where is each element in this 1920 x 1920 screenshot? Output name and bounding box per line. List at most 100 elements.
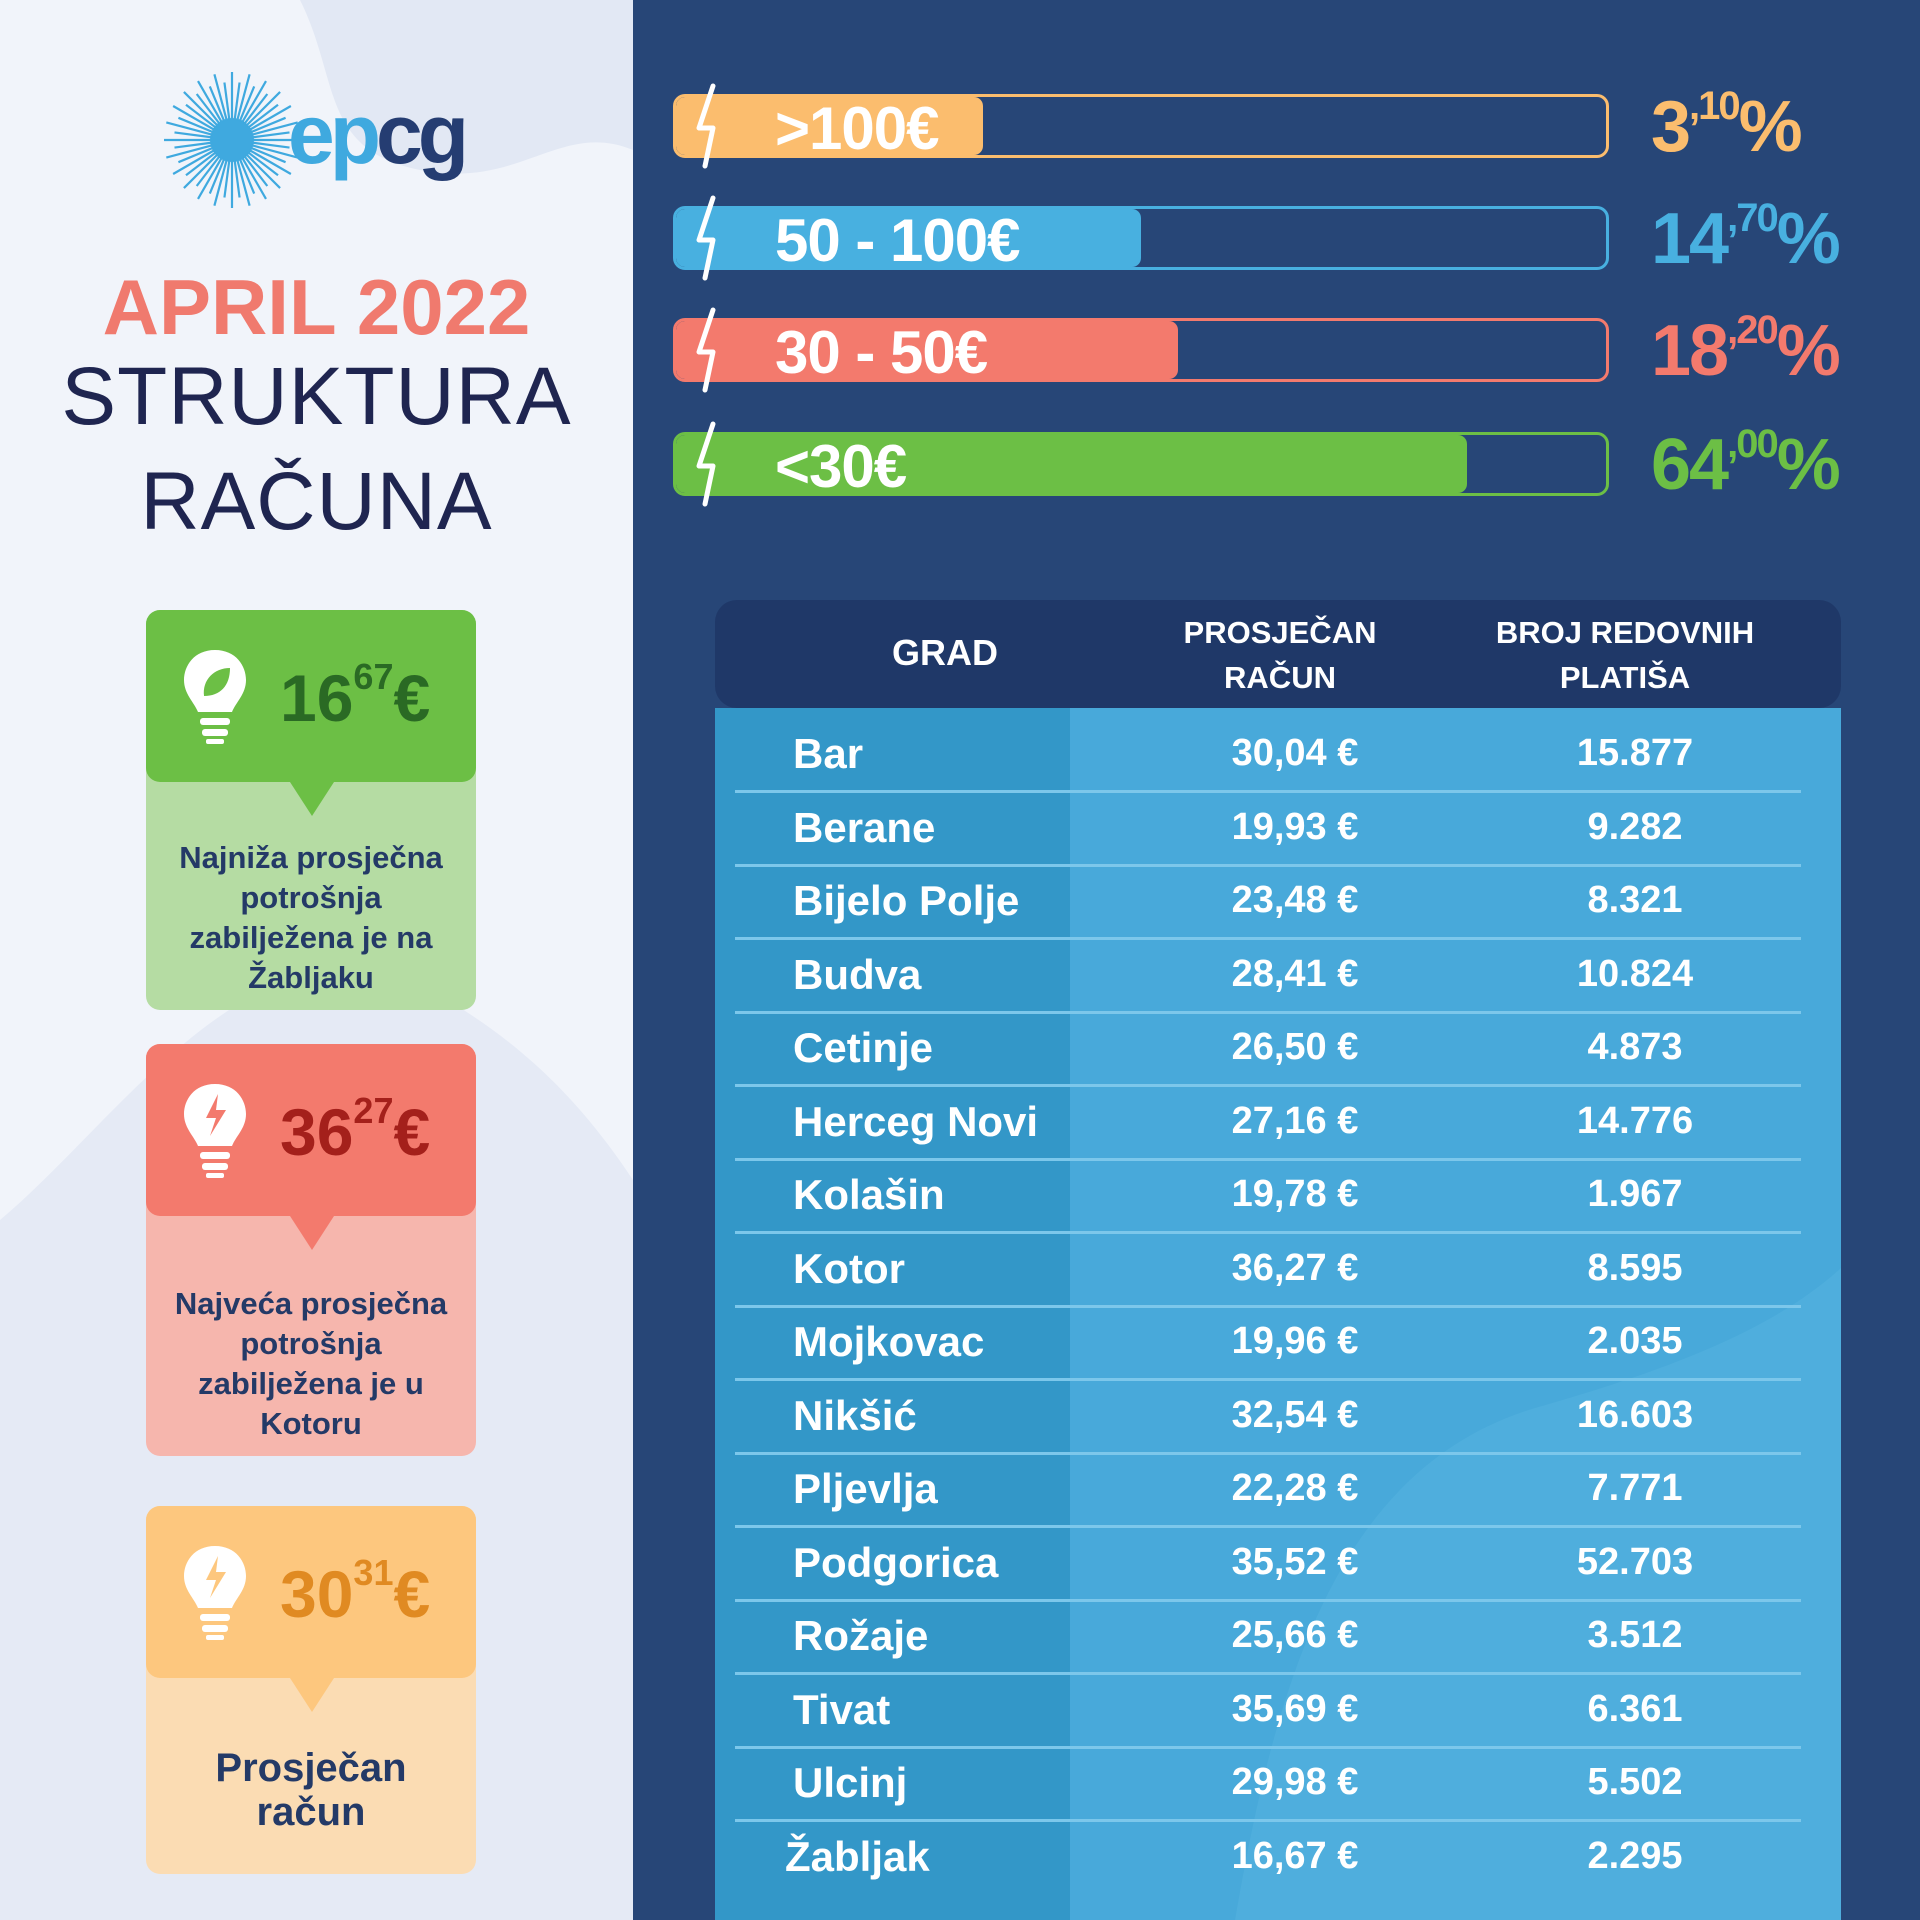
cell-city: Pljevlja xyxy=(793,1465,938,1512)
leaf-bulb-icon xyxy=(184,650,246,744)
cell-regular-payers: 52.703 xyxy=(1576,1540,1694,1583)
row-separator xyxy=(735,863,1801,867)
cell-regular-payers: 16.603 xyxy=(1576,1393,1694,1436)
lightning-icon xyxy=(696,307,716,393)
cell-regular-payers: 4.873 xyxy=(1587,1026,1683,1068)
lightning-icon xyxy=(696,83,716,169)
lightning-icon xyxy=(696,421,716,507)
epcg-sunburst-icon xyxy=(164,72,300,208)
cell-city: Nikšić xyxy=(793,1391,917,1439)
table-row: Herceg Novi 27,16 € 14.776 xyxy=(735,1088,1801,1161)
table-row: Kotor 36,27 € 8.595 xyxy=(735,1235,1801,1308)
cell-regular-payers: 2.295 xyxy=(1587,1834,1683,1877)
row-separator xyxy=(735,790,1801,793)
table-row: Cetinje 26,50 € 4.873 xyxy=(735,1014,1801,1087)
cell-avg-bill: 19,93 € xyxy=(1231,805,1359,848)
cell-city: Herceg Novi xyxy=(793,1097,1039,1145)
average-bill-value: 3031€ xyxy=(280,1552,431,1631)
highest-avg-text: Najveća prosječna potrošnja zabilježena … xyxy=(174,1286,448,1441)
table-row: Žabljak 16,67 € 2.295 xyxy=(735,1823,1801,1896)
lowest-avg-card: 1667€ Najniža prosječna potrošnja zabilj… xyxy=(146,610,476,1010)
cell-avg-bill: 16,67 € xyxy=(1231,1834,1359,1877)
cell-avg-bill: 30,04 € xyxy=(1231,732,1359,774)
row-separator xyxy=(735,1451,1801,1455)
table-row: Podgorica 35,52 € 52.703 xyxy=(735,1529,1801,1602)
cell-regular-payers: 2.035 xyxy=(1587,1320,1683,1362)
cell-avg-bill: 27,16 € xyxy=(1231,1099,1359,1142)
row-separator xyxy=(735,1084,1801,1087)
row-separator xyxy=(735,1157,1801,1161)
logo-ep: ep xyxy=(288,87,381,181)
cell-city: Žabljak xyxy=(785,1832,930,1880)
lowest-avg-value: 1667€ xyxy=(280,656,431,735)
lowest-avg-text: Najniža prosječna potrošnja zabilježena … xyxy=(179,840,443,995)
header-avg-bill-line2: RAČUN xyxy=(1224,660,1336,695)
cell-regular-payers: 9.282 xyxy=(1587,805,1683,848)
table-body: Bar 30,04 € 15.877 Berane 19,93 € 9.282 Bijelo… xyxy=(715,708,1841,1920)
cell-regular-payers: 10.824 xyxy=(1576,952,1694,995)
cell-avg-bill: 35,69 € xyxy=(1231,1687,1359,1730)
bar-track xyxy=(673,94,1609,158)
cell-regular-payers: 5.502 xyxy=(1587,1761,1683,1803)
table-row: Bijelo Polje 23,48 € 8.321 xyxy=(735,867,1801,940)
cell-regular-payers: 8.595 xyxy=(1587,1246,1683,1289)
table-header: GRAD PROSJEČAN RAČUN BROJ REDOVNIH PLATI… xyxy=(715,600,1841,708)
cell-avg-bill: 36,27 € xyxy=(1231,1246,1359,1289)
cell-regular-payers: 15.877 xyxy=(1576,732,1694,774)
title-line-3: RAČUNA xyxy=(140,456,493,547)
table-row: Tivat 35,69 € 6.361 xyxy=(735,1676,1801,1749)
bar-category-label: <30€ xyxy=(775,433,907,500)
bar xyxy=(676,209,1141,267)
cell-avg-bill: 22,28 € xyxy=(1231,1467,1359,1509)
header-regular-payers-line2: PLATIŠA xyxy=(1559,660,1691,695)
brand-logo: epcg xyxy=(288,86,469,183)
bar-category-label: 50 - 100€ xyxy=(775,207,1021,274)
title-date: APRIL 2022 xyxy=(102,263,531,351)
cell-city: Mojkovac xyxy=(793,1318,985,1365)
bar-category-label: 30 - 50€ xyxy=(775,319,988,386)
highest-avg-value: 3627€ xyxy=(280,1090,431,1169)
cell-regular-payers: 1.967 xyxy=(1587,1173,1683,1215)
card-pointer xyxy=(290,1216,334,1250)
row-separator xyxy=(735,1304,1801,1308)
card-pointer xyxy=(290,1678,334,1712)
header-avg-bill-line1: PROSJEČAN xyxy=(1183,615,1377,650)
table-row: Nikšić 32,54 € 16.603 xyxy=(735,1382,1801,1455)
bar-track xyxy=(673,318,1609,382)
header-grad: GRAD xyxy=(892,632,998,673)
cell-avg-bill: 25,66 € xyxy=(1231,1614,1359,1656)
table-row: Budva 28,41 € 10.824 xyxy=(735,941,1801,1014)
cell-city: Bar xyxy=(793,730,864,777)
bolt-bulb-icon xyxy=(184,1546,246,1640)
bar-value-label: 14,70% xyxy=(1651,196,1841,279)
cell-city: Kolašin xyxy=(793,1171,945,1218)
row-separator xyxy=(735,1819,1801,1822)
cell-avg-bill: 32,54 € xyxy=(1231,1393,1359,1436)
cell-regular-payers: 8.321 xyxy=(1587,879,1683,921)
table-row: Mojkovac 19,96 € 2.035 xyxy=(735,1308,1801,1381)
left-panel: epcg APRIL 2022 STRUKTURA RAČUNA 1667€ N… xyxy=(0,0,633,1920)
table-row: Bar 30,04 € 15.877 xyxy=(735,720,1801,793)
table-row: Pljevlja 22,28 € 7.771 xyxy=(735,1455,1801,1528)
right-panel: >100€ 3,10% 50 - 100€ 14,70% 30 - 50€ 18,20% <… xyxy=(633,0,1920,1920)
header-avg-bill: PROSJEČAN RAČUN xyxy=(1155,610,1405,700)
bar-value-label: 18,20% xyxy=(1651,308,1841,391)
header-regular-payers: BROJ REDOVNIH PLATIŠA xyxy=(1495,610,1755,700)
cell-city: Ulcinj xyxy=(793,1759,908,1806)
bar xyxy=(676,321,1179,379)
cell-avg-bill: 23,48 € xyxy=(1231,879,1359,921)
cell-city: Budva xyxy=(793,950,922,998)
cell-city: Kotor xyxy=(793,1244,905,1292)
cell-city: Podgorica xyxy=(793,1538,999,1586)
cell-regular-payers: 6.361 xyxy=(1587,1687,1683,1730)
cell-city: Cetinje xyxy=(793,1024,934,1071)
cell-regular-payers: 14.776 xyxy=(1576,1099,1694,1142)
table-city-column-bg xyxy=(715,708,1070,1920)
bolt-bulb-icon xyxy=(184,1084,246,1178)
table-row: Ulcinj 29,98 € 5.502 xyxy=(735,1749,1801,1822)
bar-category-label: >100€ xyxy=(775,95,940,162)
bar-value-label: 3,10% xyxy=(1651,84,1803,167)
bar xyxy=(676,97,983,155)
cell-city: Berane xyxy=(793,803,936,851)
table-wave-decor xyxy=(1235,1268,1841,1920)
